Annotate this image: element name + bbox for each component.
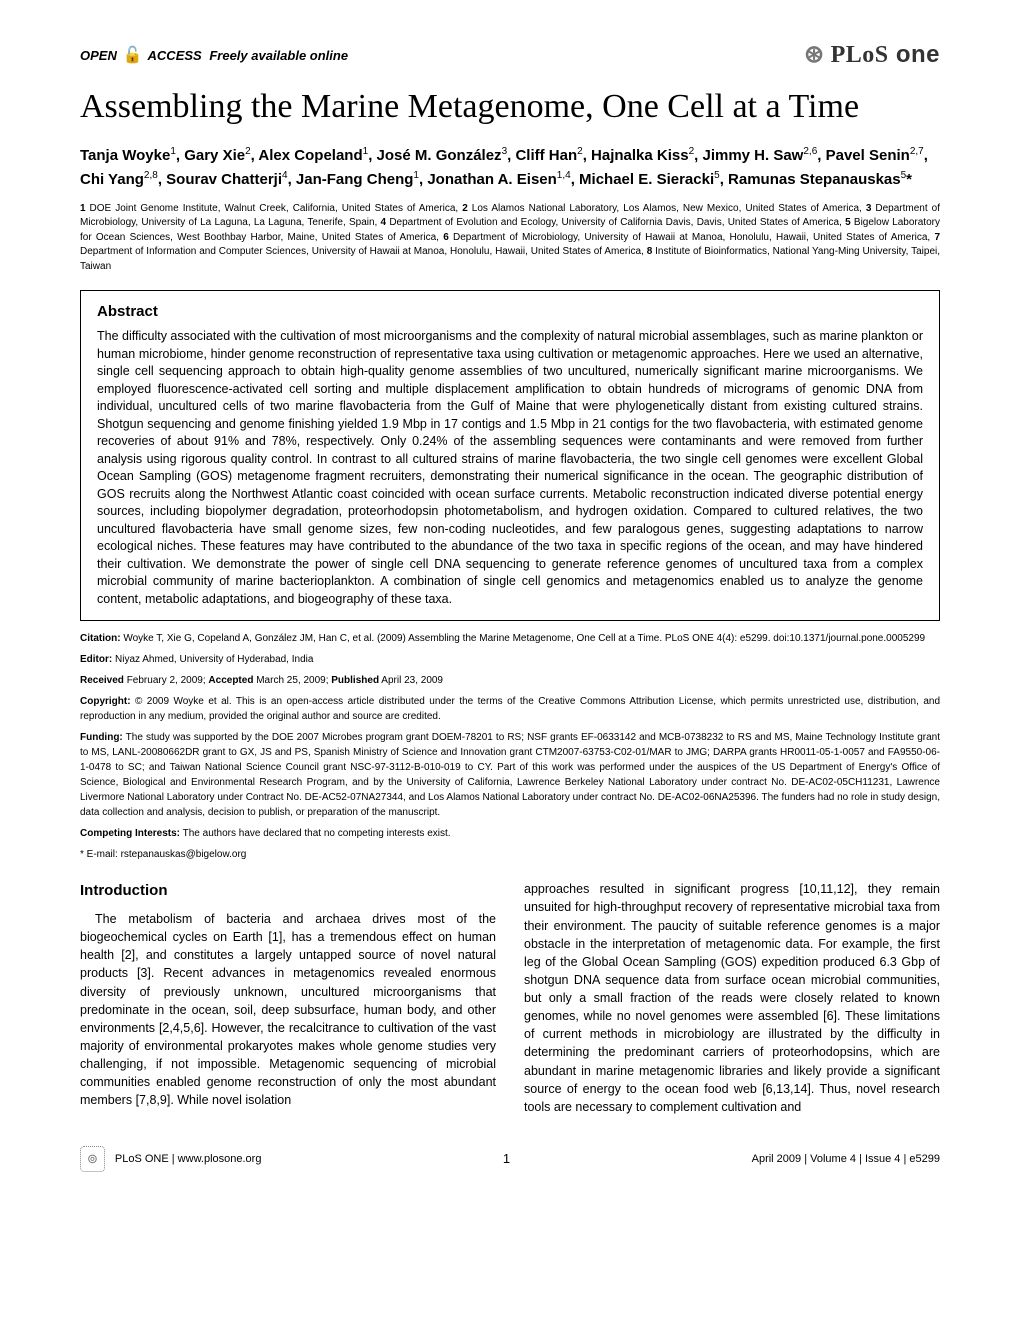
journal-logo: ⊛PLoS one bbox=[804, 40, 940, 69]
competing-text: The authors have declared that no compet… bbox=[183, 828, 451, 839]
competing-line: Competing Interests: The authors have de… bbox=[80, 826, 940, 841]
funding-label: Funding: bbox=[80, 732, 123, 743]
editor-label: Editor: bbox=[80, 654, 112, 665]
affiliations: 1 DOE Joint Genome Institute, Walnut Cre… bbox=[80, 202, 940, 275]
globe-icon: ⊛ bbox=[804, 41, 825, 68]
intro-heading: Introduction bbox=[80, 880, 496, 902]
oa-prefix: OPEN bbox=[80, 48, 117, 63]
dates-line: Received February 2, 2009; Accepted Marc… bbox=[80, 673, 940, 688]
author-list: Tanja Woyke1, Gary Xie2, Alex Copeland1,… bbox=[80, 144, 940, 192]
intro-paragraph-2: approaches resulted in significant progr… bbox=[524, 880, 940, 1116]
copyright-line: Copyright: © 2009 Woyke et al. This is a… bbox=[80, 694, 940, 724]
copyright-label: Copyright: bbox=[80, 696, 131, 707]
article-title: Assembling the Marine Metagenome, One Ce… bbox=[80, 87, 940, 128]
page-header: OPEN 🔓 ACCESS Freely available online ⊛P… bbox=[80, 40, 940, 69]
journal-name-one: one bbox=[896, 41, 940, 68]
competing-label: Competing Interests: bbox=[80, 828, 180, 839]
citation-label: Citation: bbox=[80, 633, 121, 644]
editor-text: Niyaz Ahmed, University of Hyderabad, In… bbox=[115, 654, 313, 665]
citation-text: Woyke T, Xie G, Copeland A, González JM,… bbox=[123, 633, 925, 644]
funding-text: The study was supported by the DOE 2007 … bbox=[80, 732, 940, 818]
journal-name-plos: PLoS bbox=[831, 42, 889, 68]
editor-line: Editor: Niyaz Ahmed, University of Hyder… bbox=[80, 652, 940, 667]
body-columns: Introduction The metabolism of bacteria … bbox=[80, 880, 940, 1116]
email-line: * E-mail: rstepanauskas@bigelow.org bbox=[80, 847, 940, 862]
abstract-heading: Abstract bbox=[97, 303, 923, 320]
citation-line: Citation: Woyke T, Xie G, Copeland A, Go… bbox=[80, 631, 940, 646]
oa-tagline: Freely available online bbox=[209, 48, 348, 63]
lock-icon: 🔓 bbox=[122, 47, 142, 64]
funding-line: Funding: The study was supported by the … bbox=[80, 730, 940, 820]
intro-paragraph-1: The metabolism of bacteria and archaea d… bbox=[80, 910, 496, 1109]
email-label: * E-mail: bbox=[80, 849, 118, 860]
open-access-badge: OPEN 🔓 ACCESS Freely available online bbox=[80, 45, 348, 65]
column-left: Introduction The metabolism of bacteria … bbox=[80, 880, 496, 1116]
abstract-text: The difficulty associated with the culti… bbox=[97, 328, 923, 608]
cc-icon: ⊚ bbox=[80, 1146, 105, 1172]
footer-page-number: 1 bbox=[503, 1151, 510, 1166]
footer-issue: April 2009 | Volume 4 | Issue 4 | e5299 bbox=[752, 1153, 940, 1165]
page-footer: ⊚ PLoS ONE | www.plosone.org 1 April 200… bbox=[80, 1146, 940, 1172]
footer-site: PLoS ONE | www.plosone.org bbox=[115, 1153, 262, 1165]
email-text: rstepanauskas@bigelow.org bbox=[121, 849, 247, 860]
article-meta: Citation: Woyke T, Xie G, Copeland A, Go… bbox=[80, 631, 940, 862]
copyright-text: © 2009 Woyke et al. This is an open-acce… bbox=[80, 696, 940, 722]
abstract-box: Abstract The difficulty associated with … bbox=[80, 290, 940, 621]
column-right: approaches resulted in significant progr… bbox=[524, 880, 940, 1116]
oa-suffix: ACCESS bbox=[148, 48, 202, 63]
footer-left: ⊚ PLoS ONE | www.plosone.org bbox=[80, 1146, 261, 1172]
